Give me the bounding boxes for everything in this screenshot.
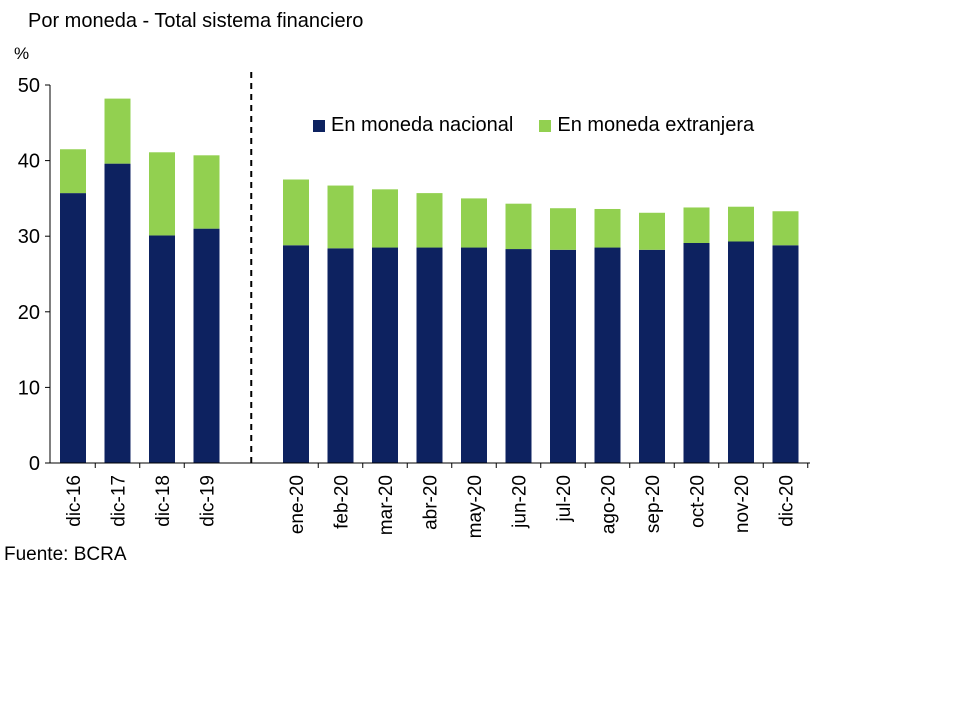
- bar-nacional-jun-20: [505, 249, 532, 463]
- bar-nacional-oct-20: [683, 243, 710, 463]
- bar-extranjera-ene-20: [283, 179, 309, 246]
- legend-swatch-nacional: [313, 119, 325, 132]
- x-tick-label-ago-20: ago-20: [599, 475, 620, 534]
- bar-extranjera-jun-20: [505, 203, 532, 250]
- y-tick-label-0: 0: [29, 453, 40, 475]
- bar-nacional-mar-20: [372, 247, 398, 463]
- x-tick-label-dic-19: dic-19: [198, 475, 219, 527]
- legend-item-nacional: En moneda nacional: [313, 114, 513, 137]
- x-tick-label-dic-18: dic-18: [153, 475, 174, 527]
- legend-swatch-extranjera: [539, 119, 552, 132]
- source-note: Fuente: BCRA: [4, 544, 127, 565]
- bar-extranjera-dic-20: [772, 211, 799, 246]
- bar-nacional-jul-20: [550, 249, 576, 463]
- bar-extranjera-mar-20: [372, 189, 398, 248]
- bar-nacional-dic-20: [772, 245, 799, 463]
- legend-label-extranjera: En moneda extranjera: [557, 114, 755, 136]
- bar-extranjera-jul-20: [550, 208, 576, 250]
- x-tick-label-jul-20: jul-20: [554, 475, 575, 522]
- bar-extranjera-dic-18: [149, 152, 175, 236]
- bar-nacional-ago-20: [594, 247, 621, 463]
- bar-nacional-dic-18: [149, 235, 175, 463]
- x-tick-label-abr-20: abr-20: [421, 475, 442, 530]
- bar-nacional-sep-20: [639, 249, 665, 463]
- y-tick-label-20: 20: [18, 302, 40, 324]
- chart-title: Por moneda - Total sistema financiero: [28, 10, 364, 32]
- y-axis-unit-label: %: [14, 44, 30, 63]
- x-tick-label-sep-20: sep-20: [643, 475, 664, 533]
- bar-extranjera-feb-20: [327, 185, 354, 249]
- x-tick-label-mar-20: mar-20: [376, 475, 397, 535]
- bar-nacional-ene-20: [283, 245, 309, 463]
- x-tick-label-may-20: may-20: [465, 475, 486, 538]
- bar-extranjera-ago-20: [594, 208, 621, 248]
- x-tick-label-feb-20: feb-20: [332, 475, 353, 529]
- x-tick-label-dic-16: dic-16: [64, 475, 85, 527]
- x-tick-label-nov-20: nov-20: [732, 475, 753, 533]
- bar-extranjera-may-20: [461, 198, 487, 248]
- y-tick-label-50: 50: [18, 75, 40, 97]
- legend-label-nacional: En moneda nacional: [331, 114, 514, 136]
- bar-extranjera-oct-20: [683, 207, 710, 244]
- bar-extranjera-sep-20: [639, 212, 665, 250]
- bar-extranjera-abr-20: [416, 193, 443, 248]
- legend: En moneda nacional En moneda extranjera: [313, 114, 780, 137]
- bar-nacional-dic-16: [60, 193, 86, 463]
- bar-extranjera-dic-19: [193, 155, 220, 229]
- x-tick-label-dic-17: dic-17: [109, 475, 130, 527]
- bar-nacional-feb-20: [327, 248, 354, 463]
- legend-item-extranjera: En moneda extranjera: [539, 114, 754, 137]
- y-tick-label-30: 30: [18, 226, 40, 248]
- bar-nacional-nov-20: [728, 241, 754, 463]
- bar-extranjera-dic-16: [60, 149, 86, 194]
- bar-extranjera-nov-20: [728, 206, 754, 242]
- bar-nacional-dic-19: [193, 228, 220, 463]
- x-tick-label-oct-20: oct-20: [688, 475, 709, 528]
- bar-nacional-abr-20: [416, 247, 443, 463]
- y-tick-label-10: 10: [18, 377, 40, 399]
- x-tick-label-ene-20: ene-20: [287, 475, 308, 534]
- bar-nacional-may-20: [461, 247, 487, 463]
- y-tick-label-40: 40: [18, 151, 40, 173]
- bar-nacional-dic-17: [104, 163, 131, 463]
- bar-extranjera-dic-17: [104, 98, 131, 164]
- x-tick-label-jun-20: jun-20: [510, 475, 531, 529]
- x-tick-label-dic-20: dic-20: [777, 475, 798, 527]
